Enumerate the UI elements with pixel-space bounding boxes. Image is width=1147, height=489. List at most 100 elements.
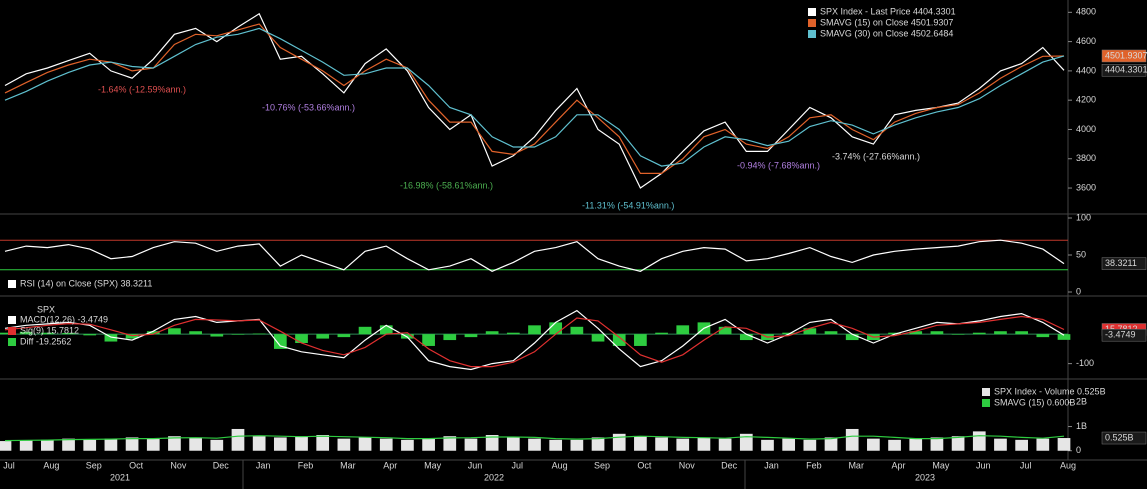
- bar: [337, 334, 351, 338]
- bar: [379, 325, 393, 335]
- legend-swatch: [808, 8, 816, 16]
- y-tick-label: 3800: [1076, 153, 1096, 163]
- bar: [930, 437, 944, 451]
- bar: [231, 428, 245, 451]
- value-box-label: 0.525B: [1105, 432, 1134, 442]
- bar: [951, 334, 965, 335]
- legend-label: Diff -19.2562: [20, 336, 71, 346]
- bar: [379, 438, 393, 451]
- bar: [909, 438, 923, 451]
- legend-label: MACD(12,26) -3.4749: [20, 314, 108, 324]
- bar: [443, 436, 457, 451]
- value-box-label: 38.3211: [1105, 258, 1137, 268]
- value-box-label: 4404.3301: [1105, 65, 1147, 75]
- bar: [697, 437, 711, 451]
- bar: [1036, 334, 1050, 338]
- bar: [146, 438, 160, 451]
- bar: [972, 431, 986, 451]
- x-tick-label: Feb: [806, 460, 822, 470]
- x-tick-label: Mar: [848, 460, 864, 470]
- x-tick-label: Aug: [43, 460, 59, 470]
- legend-swatch: [808, 19, 816, 27]
- bar: [655, 437, 668, 451]
- bar: [909, 331, 923, 335]
- x-tick-label: Dec: [213, 460, 230, 470]
- y-tick-label: 4200: [1076, 95, 1096, 105]
- bar: [1015, 439, 1028, 451]
- bar: [739, 433, 753, 451]
- y-tick-label: 1B: [1076, 421, 1087, 431]
- bar: [401, 439, 414, 451]
- x-tick-label: Jun: [468, 460, 483, 470]
- x-tick-label: Sep: [86, 460, 102, 470]
- year-label: 2023: [915, 472, 935, 482]
- x-tick-label: May: [424, 460, 442, 470]
- bar: [210, 439, 224, 451]
- legend-label: SMAVG (15) 0.600B: [994, 397, 1075, 407]
- bar: [464, 438, 478, 451]
- bar: [358, 437, 372, 451]
- bar: [549, 439, 563, 451]
- bar: [528, 325, 541, 335]
- legend-label: SMAVG (15) on Close 4501.9307: [820, 17, 953, 27]
- annotation: -0.94% (-7.68%ann.): [737, 160, 820, 170]
- bar: [19, 440, 33, 451]
- bar: [506, 332, 520, 335]
- bar: [591, 334, 605, 342]
- y-tick-label: 4000: [1076, 124, 1096, 134]
- x-tick-label: Oct: [637, 460, 652, 470]
- value-box-label: 15.7812: [1105, 324, 1138, 334]
- bar: [718, 326, 732, 335]
- x-tick-label: Jul: [1020, 460, 1032, 470]
- bar: [761, 439, 774, 451]
- x-tick-label: Jul: [3, 460, 15, 470]
- value-box: [1101, 64, 1147, 77]
- value-box-label: 4501.9307: [1105, 50, 1147, 60]
- series-line: [4, 309, 1065, 371]
- bar: [443, 334, 457, 341]
- bar: [252, 436, 266, 451]
- bar: [803, 328, 817, 335]
- annotation: -10.76% (-53.66%ann.): [262, 102, 355, 112]
- year-label: 2022: [484, 472, 504, 482]
- series-line: [4, 435, 1065, 442]
- bar: [104, 334, 118, 342]
- bar: [295, 436, 308, 451]
- x-tick-label: Oct: [129, 460, 144, 470]
- bar: [824, 437, 838, 451]
- y-tick-label: 4400: [1076, 65, 1096, 75]
- legend-title: SPX: [37, 304, 55, 314]
- bar: [676, 325, 690, 335]
- x-tick-label: Jun: [976, 460, 991, 470]
- y-tick-label: 0: [1076, 286, 1081, 296]
- bar: [528, 438, 541, 451]
- legend-swatch: [982, 388, 990, 396]
- y-tick-label: 4600: [1076, 36, 1096, 46]
- bar: [83, 439, 97, 451]
- bar: [1057, 334, 1071, 340]
- bar: [845, 334, 859, 341]
- bar: [782, 438, 796, 451]
- bar: [0, 441, 12, 451]
- legend-swatch: [8, 338, 16, 346]
- x-tick-label: May: [932, 460, 950, 470]
- bar: [570, 326, 584, 335]
- bar: [210, 334, 224, 337]
- bar: [231, 334, 245, 335]
- y-tick-label: 100: [1076, 212, 1091, 222]
- bar: [612, 433, 626, 451]
- bar: [972, 332, 986, 335]
- bar: [888, 439, 901, 451]
- bar: [951, 436, 965, 451]
- bar: [506, 437, 520, 451]
- bar: [655, 332, 668, 335]
- bar: [295, 334, 308, 344]
- bar: [41, 332, 54, 335]
- bar: [845, 428, 859, 451]
- x-tick-label: Dec: [721, 460, 738, 470]
- x-tick-label: Apr: [892, 460, 906, 470]
- bar: [273, 437, 287, 451]
- annotation: -1.64% (-12.59%ann.): [98, 84, 186, 94]
- annotation: -16.98% (-58.61%ann.): [400, 180, 493, 190]
